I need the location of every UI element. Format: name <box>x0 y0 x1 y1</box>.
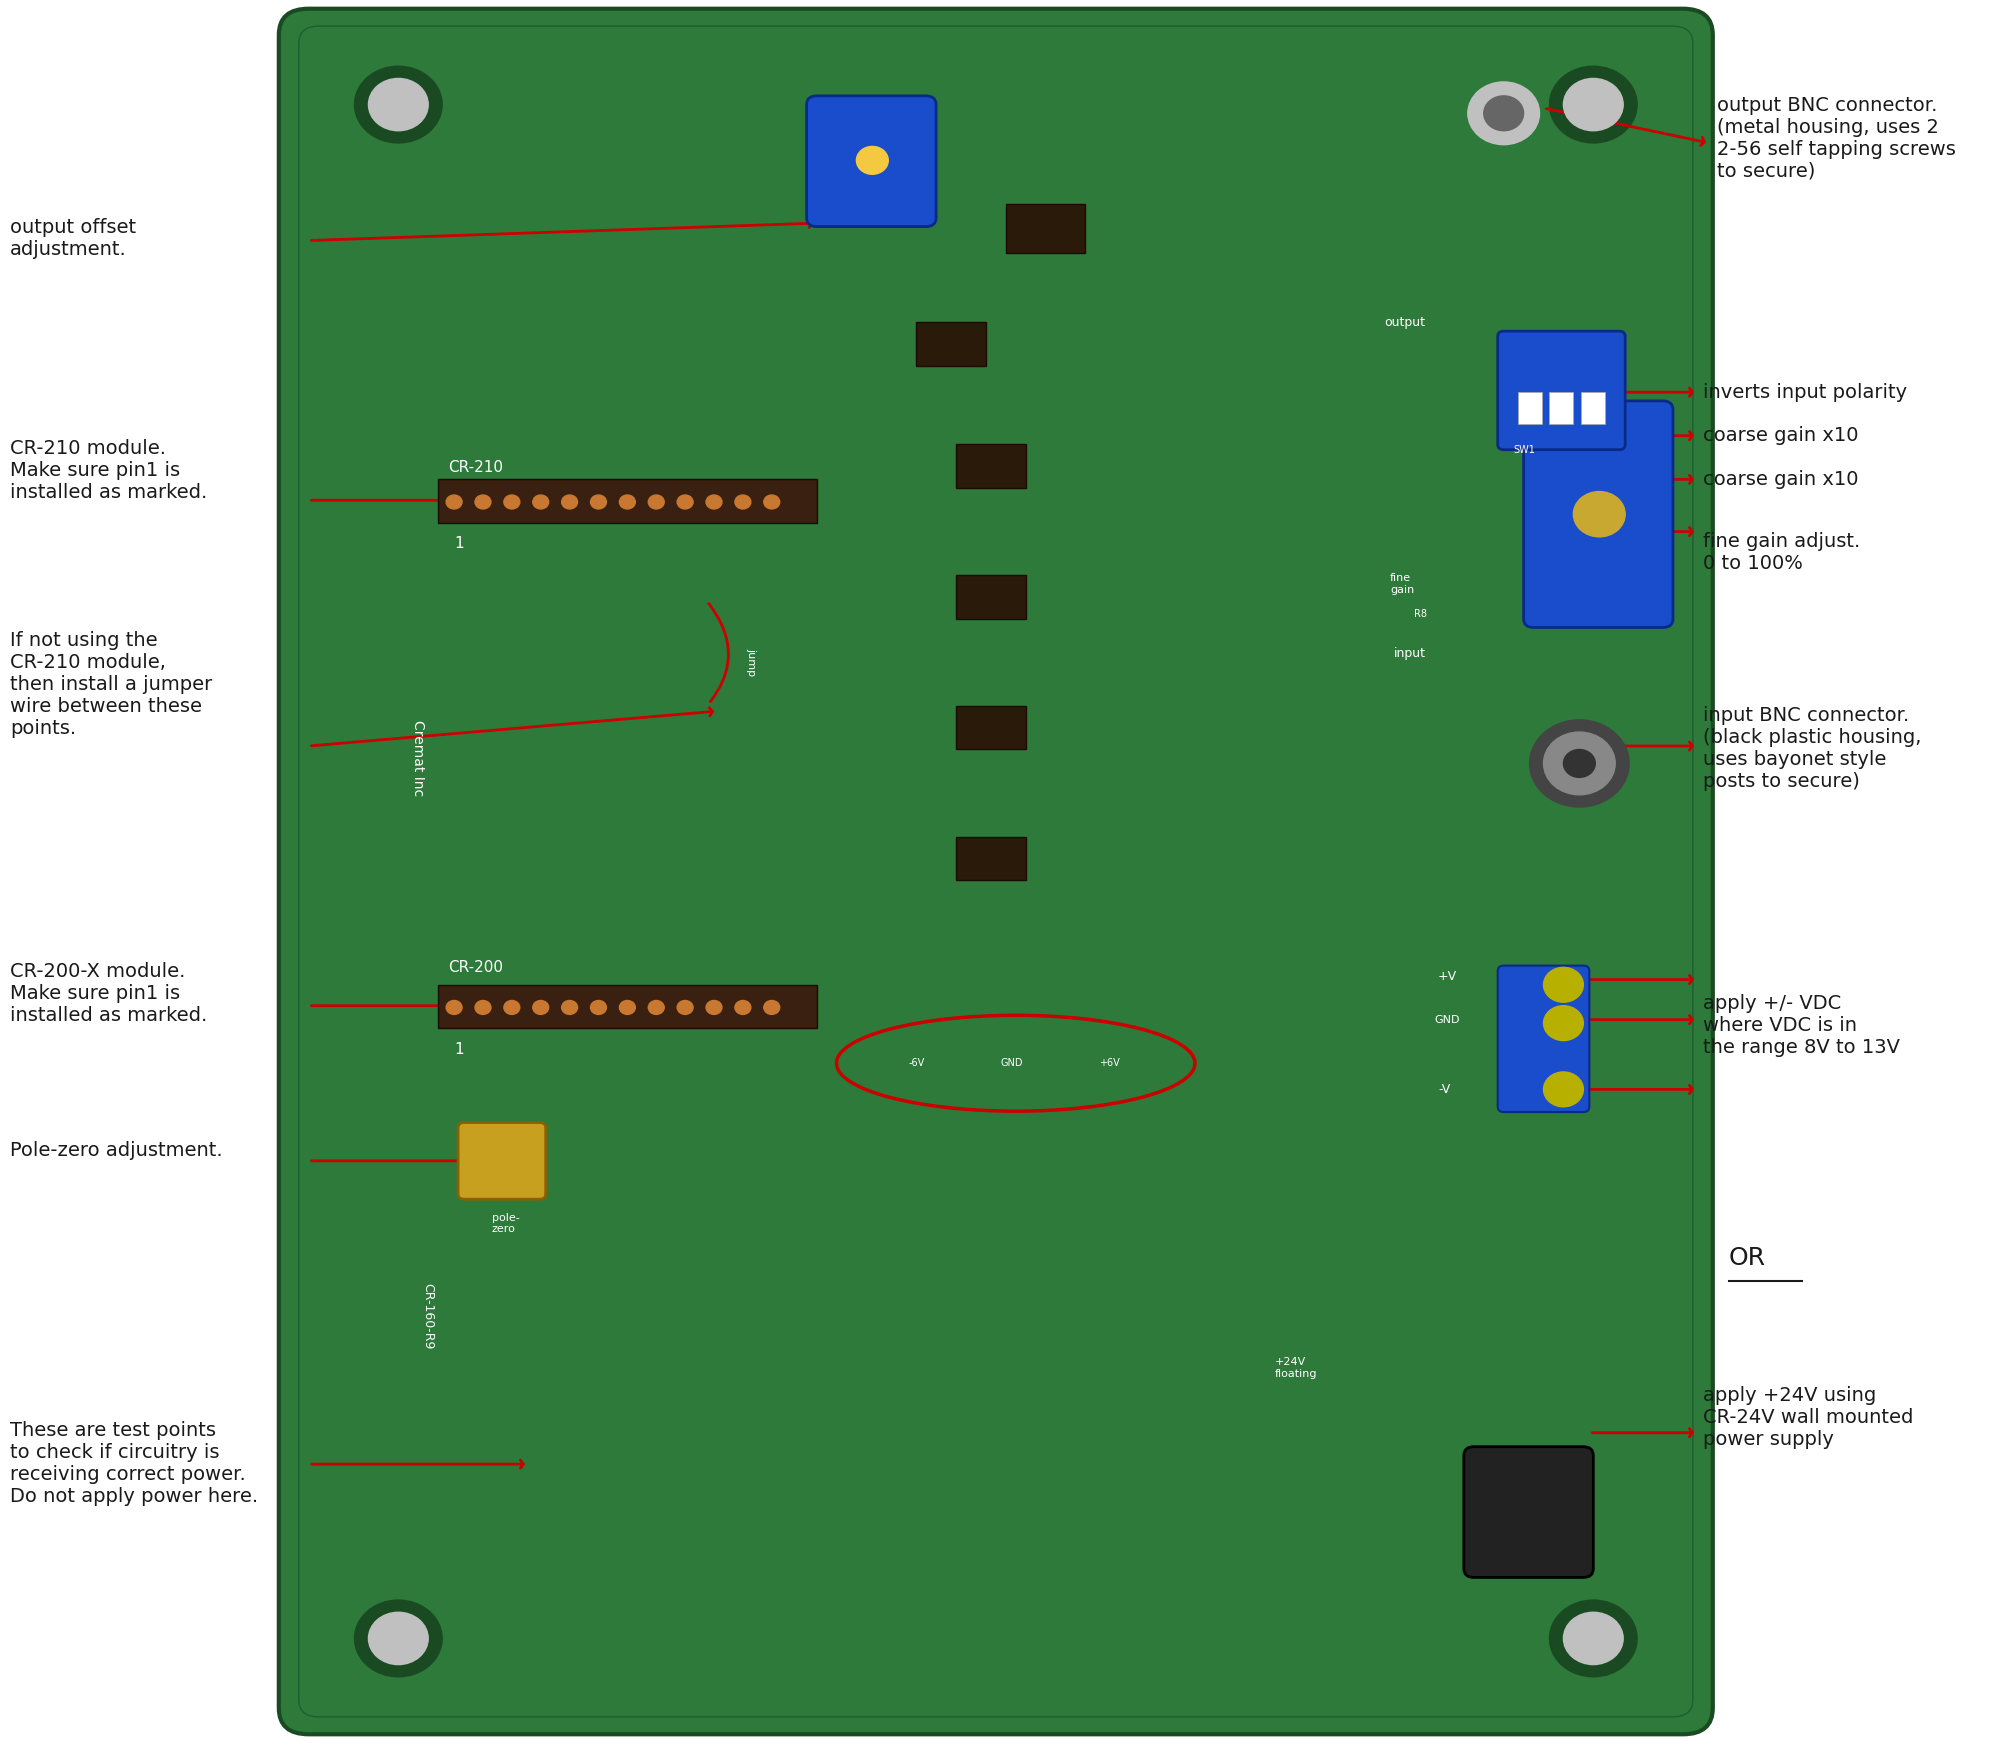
Text: Pole-zero adjustment.: Pole-zero adjustment. <box>10 1142 222 1159</box>
Text: OR: OR <box>1728 1246 1764 1271</box>
Bar <box>1549 392 1573 424</box>
Circle shape <box>763 1000 779 1014</box>
Circle shape <box>504 1000 520 1014</box>
Circle shape <box>504 495 520 509</box>
Circle shape <box>618 1000 634 1014</box>
Circle shape <box>369 1612 429 1665</box>
Text: coarse gain x10: coarse gain x10 <box>1702 471 1857 488</box>
Circle shape <box>677 1000 693 1014</box>
Circle shape <box>1549 1600 1635 1677</box>
Text: +V: +V <box>1438 969 1456 983</box>
Circle shape <box>735 495 751 509</box>
Text: 1: 1 <box>453 1042 463 1056</box>
Text: 1: 1 <box>453 537 463 551</box>
Circle shape <box>1563 749 1595 777</box>
Circle shape <box>590 495 606 509</box>
FancyBboxPatch shape <box>1523 401 1672 627</box>
Text: coarse gain x10: coarse gain x10 <box>1702 427 1857 444</box>
Text: -V: -V <box>1438 1082 1450 1096</box>
Circle shape <box>649 495 665 509</box>
Circle shape <box>1543 1072 1583 1107</box>
Circle shape <box>445 1000 461 1014</box>
Text: input: input <box>1394 647 1426 661</box>
Circle shape <box>532 1000 548 1014</box>
Bar <box>437 985 816 1028</box>
Circle shape <box>618 495 634 509</box>
Text: -6V: -6V <box>908 1058 924 1068</box>
Circle shape <box>1466 82 1539 145</box>
Circle shape <box>1573 492 1625 537</box>
Circle shape <box>562 495 578 509</box>
Circle shape <box>856 146 888 174</box>
Text: These are test points
to check if circuitry is
receiving correct power.
Do not a: These are test points to check if circui… <box>10 1421 258 1506</box>
Circle shape <box>532 495 548 509</box>
FancyBboxPatch shape <box>1496 331 1625 450</box>
Circle shape <box>562 1000 578 1014</box>
Bar <box>916 322 985 366</box>
Bar <box>1517 392 1541 424</box>
FancyBboxPatch shape <box>278 9 1712 1734</box>
Text: inverts input polarity: inverts input polarity <box>1702 383 1905 401</box>
Bar <box>955 706 1025 749</box>
Circle shape <box>1482 96 1523 131</box>
Circle shape <box>1543 967 1583 1002</box>
Bar <box>1581 392 1605 424</box>
Circle shape <box>354 1600 441 1677</box>
Text: GND: GND <box>1434 1014 1458 1025</box>
Text: pole-
zero: pole- zero <box>491 1213 520 1234</box>
Text: CR-160-R9: CR-160-R9 <box>421 1283 435 1349</box>
Text: fine
gain: fine gain <box>1390 573 1414 594</box>
Text: SW1: SW1 <box>1513 444 1535 455</box>
Text: jump: jump <box>745 648 755 676</box>
Circle shape <box>1529 720 1629 807</box>
Circle shape <box>705 1000 721 1014</box>
Text: +6V: +6V <box>1098 1058 1120 1068</box>
Bar <box>437 479 816 523</box>
Circle shape <box>354 66 441 143</box>
Text: CR-210: CR-210 <box>447 460 504 474</box>
FancyArrowPatch shape <box>709 603 727 701</box>
Circle shape <box>590 1000 606 1014</box>
FancyBboxPatch shape <box>1462 1447 1593 1577</box>
Text: CR-200: CR-200 <box>447 960 504 974</box>
Circle shape <box>1549 66 1635 143</box>
Circle shape <box>475 1000 491 1014</box>
Circle shape <box>1543 732 1615 795</box>
Circle shape <box>677 495 693 509</box>
Circle shape <box>1543 1006 1583 1041</box>
Text: GND: GND <box>1001 1058 1023 1068</box>
Text: If not using the
CR-210 module,
then install a jumper
wire between these
points.: If not using the CR-210 module, then ins… <box>10 631 211 737</box>
Circle shape <box>1563 1612 1623 1665</box>
Text: apply +24V using
CR-24V wall mounted
power supply: apply +24V using CR-24V wall mounted pow… <box>1702 1386 1911 1448</box>
Bar <box>955 575 1025 619</box>
Text: output BNC connector.
(metal housing, uses 2
2-56 self tapping screws
to secure): output BNC connector. (metal housing, us… <box>1716 96 1956 181</box>
Text: R8: R8 <box>1414 608 1426 619</box>
Text: +24V
floating: +24V floating <box>1275 1358 1317 1379</box>
Circle shape <box>705 495 721 509</box>
Text: output offset
adjustment.: output offset adjustment. <box>10 218 137 260</box>
Circle shape <box>1563 78 1623 131</box>
FancyBboxPatch shape <box>1496 966 1589 1112</box>
Bar <box>955 837 1025 880</box>
Text: apply +/- VDC
where VDC is in
the range 8V to 13V: apply +/- VDC where VDC is in the range … <box>1702 994 1899 1056</box>
FancyBboxPatch shape <box>806 96 937 227</box>
Circle shape <box>735 1000 751 1014</box>
Circle shape <box>369 78 429 131</box>
Circle shape <box>763 495 779 509</box>
Text: CR-210 module.
Make sure pin1 is
installed as marked.: CR-210 module. Make sure pin1 is install… <box>10 439 207 502</box>
Text: Cremat Inc: Cremat Inc <box>411 720 425 797</box>
Circle shape <box>475 495 491 509</box>
FancyBboxPatch shape <box>457 1122 546 1199</box>
Text: input BNC connector.
(black plastic housing,
uses bayonet style
posts to secure): input BNC connector. (black plastic hous… <box>1702 706 1919 791</box>
Bar <box>1005 204 1086 253</box>
Circle shape <box>445 495 461 509</box>
Text: output: output <box>1384 315 1424 329</box>
Circle shape <box>649 1000 665 1014</box>
Text: fine gain adjust.
0 to 100%: fine gain adjust. 0 to 100% <box>1702 532 1859 573</box>
Text: CR-200-X module.
Make sure pin1 is
installed as marked.: CR-200-X module. Make sure pin1 is insta… <box>10 962 207 1025</box>
Bar <box>955 444 1025 488</box>
